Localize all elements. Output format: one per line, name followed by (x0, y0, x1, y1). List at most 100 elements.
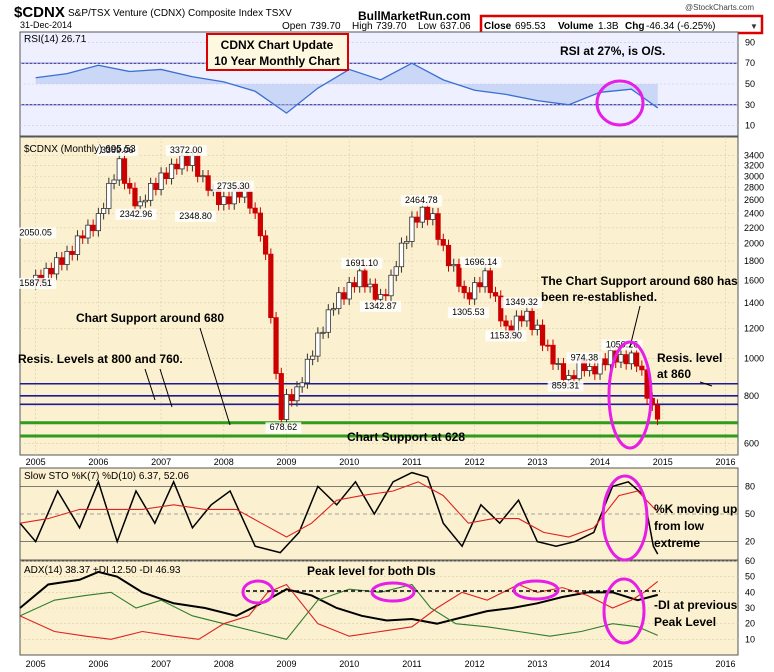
candle-body (529, 310, 535, 330)
x-tick-label-bottom: 2005 (26, 659, 46, 669)
candle-body (524, 310, 530, 322)
candle-body (132, 187, 138, 207)
price-tick-label: 1400 (744, 298, 764, 308)
pointer-support-680 (199, 327, 231, 426)
price-point-label: 1587.51 (19, 278, 52, 288)
candle-body (550, 344, 556, 365)
title-box (206, 33, 349, 71)
candle-body (90, 224, 96, 232)
volume-value: 1.3B (598, 21, 619, 32)
rsi-layer: 90 70 50 30 10 (20, 37, 755, 131)
candle-body (163, 172, 169, 180)
candle-body (247, 190, 253, 209)
candle-body (101, 208, 107, 214)
candle-body (95, 213, 101, 232)
adx-circle-2013 (512, 579, 560, 601)
candle-body (263, 235, 269, 255)
adx-title: ADX(14) 38.37 +DI 12.50 -DI 46.93 (24, 565, 181, 576)
candle-body (492, 292, 499, 297)
price-point-label: 1696.14 (465, 257, 498, 267)
price-label-bg (460, 256, 502, 268)
open-label: Open (282, 21, 306, 32)
watermark: @StockCharts.com (685, 3, 754, 12)
candle-body (487, 270, 493, 293)
candle-body (69, 250, 75, 255)
title-box-line2: 10 Year Monthly Chart (214, 54, 340, 68)
candle-body (623, 354, 629, 365)
x-tick-label-bottom: 2007 (151, 659, 171, 669)
volume-label: Volume (558, 21, 594, 32)
candle-body (74, 235, 81, 255)
x-tick-label-bottom: 2013 (527, 659, 547, 669)
price-label-bg (212, 180, 254, 192)
pointer-resistance-860 (699, 381, 713, 387)
candle-body (168, 163, 175, 180)
symbol: $CDNX (14, 4, 65, 21)
candle-body (424, 206, 431, 220)
candle-body (472, 282, 478, 300)
candle-body (48, 267, 54, 275)
candle-body (273, 317, 279, 374)
candle-body (545, 344, 551, 347)
low-label: Low (418, 21, 437, 32)
close-label: Close (484, 21, 512, 32)
candle-body (106, 182, 112, 209)
candle-body (404, 241, 410, 244)
price-point-label: 2735.30 (217, 181, 250, 191)
x-axis-labels: 2005 2005 2006 2006 2007 2007 2008 2008 2009 2009… (26, 457, 736, 669)
x-tick-label-bottom: 2006 (88, 659, 108, 669)
candle-body (116, 158, 122, 181)
candle-body (174, 163, 180, 170)
candle-body (519, 315, 525, 322)
price-point-label: 2342.96 (120, 209, 153, 219)
candle-body (409, 216, 415, 242)
candle-body (153, 182, 159, 190)
price-highlight-circle (607, 340, 653, 450)
support-628-label: Chart Support at 628 (347, 430, 465, 444)
candle-body (398, 242, 405, 268)
x-tick-label-mid: 2008 (214, 457, 234, 467)
x-tick-label-mid: 2006 (88, 457, 108, 467)
candle-body (383, 294, 389, 297)
resistance-800-760-label: Resis. Levels at 800 and 760. (18, 352, 183, 366)
adx-panel (19, 560, 739, 656)
candle-body (299, 382, 305, 388)
pointer-resistance-800 (144, 368, 156, 401)
rsi-tick-label: 70 (745, 58, 755, 68)
candle-body (158, 172, 164, 190)
candle-body (257, 212, 263, 237)
sto-tick-label: 80 (745, 481, 755, 491)
support-680-label: Chart Support around 680 (76, 311, 224, 325)
candle-body (555, 363, 561, 365)
adx-layer: 60 50 40 30 20 10 (19, 556, 755, 644)
candle-body (294, 386, 300, 402)
candle-body (440, 239, 446, 246)
adx-series-line (19, 570, 658, 625)
candle-body (451, 264, 457, 267)
chg-label: Chg (625, 21, 644, 32)
price-point-label: 2464.78 (405, 195, 438, 205)
price-tick-label: 2600 (744, 195, 764, 205)
chevron-down-icon[interactable]: ▼ (750, 22, 758, 31)
x-tick-label-bottom: 2009 (276, 659, 296, 669)
candle-body (85, 224, 91, 239)
price-point-label: 3369.06 (101, 145, 134, 155)
sto-annotation-line1: %K moving up (654, 502, 737, 516)
adx-annotation-line1: -DI at previous (654, 598, 738, 612)
candle-body (278, 373, 284, 420)
candle-body (372, 283, 378, 300)
x-tick-label-mid: 2007 (151, 457, 171, 467)
candle-body (121, 158, 128, 184)
price-label-bg (15, 277, 57, 289)
candle-body (320, 331, 326, 334)
price-label-bg (547, 380, 584, 392)
candle-body (189, 155, 196, 166)
adx-circle-2009 (241, 579, 275, 605)
price-label-bg (115, 208, 157, 220)
candle-body (325, 309, 331, 333)
candle-body (346, 282, 352, 300)
x-tick-label-mid: 2014 (590, 457, 610, 467)
adx-tick-label: 60 (745, 556, 755, 566)
candle-body (330, 308, 337, 311)
